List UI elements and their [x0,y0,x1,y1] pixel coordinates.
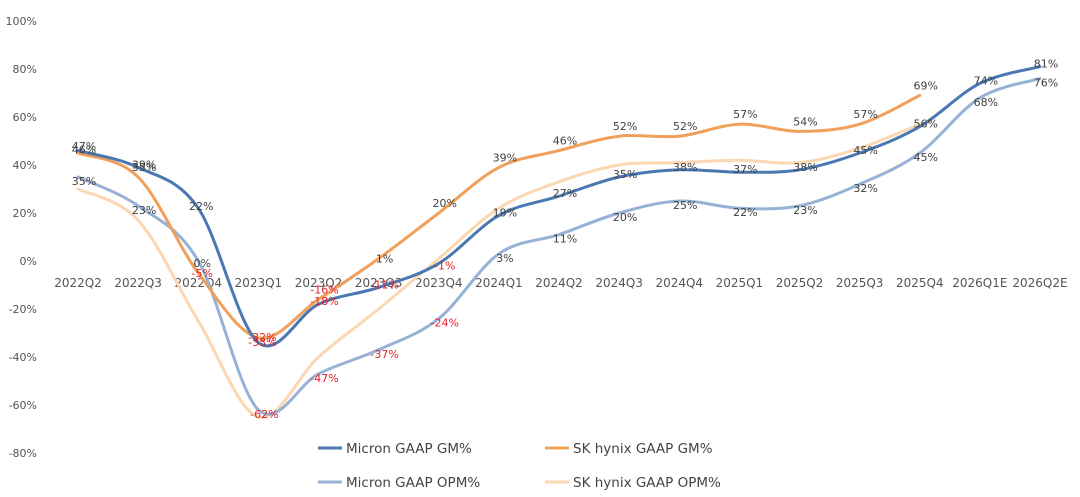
data-label: -16% [310,283,338,296]
data-label: 46% [553,135,577,148]
data-label: 35% [72,175,96,188]
legend: Micron GAAP GM% SK hynix GAAP GM% Micron G… [318,441,721,491]
data-label: 68% [974,96,998,109]
data-label: 45% [914,151,938,164]
legend-label: SK hynix GAAP OPM% [573,475,721,491]
data-label: 39% [493,151,517,164]
data-label: 35% [613,168,637,181]
data-labels: 46% 39% 22% -33% -18% -11% -1% 19% 27% 35% 38% 37% 3… [72,58,1058,421]
data-label: 23% [132,204,156,217]
data-label: -62% [250,408,278,421]
x-tick-label: 2024Q4 [655,276,703,290]
data-label: 38% [673,161,697,174]
y-tick-label: -40% [9,351,37,364]
x-tick-label: 2026Q1E [952,276,1007,290]
x-tick-label: 2024Q1 [475,276,523,290]
y-tick-label: -80% [9,447,37,460]
data-label: 20% [613,211,637,224]
y-tick-label: -60% [9,399,37,412]
x-tick-label: 2024Q2 [535,276,583,290]
legend-label: Micron GAAP GM% [346,441,472,457]
legend-label: Micron GAAP OPM% [346,475,480,491]
series-line-2 [76,77,1042,416]
data-label: 54% [793,115,817,128]
x-tick-label: 2022Q2 [54,276,102,290]
data-label: 19% [493,206,517,219]
data-label: -18% [310,295,338,308]
data-label: 35% [132,161,156,174]
y-tick-label: 40% [13,159,37,172]
y-tick-label: 80% [13,63,37,76]
legend-label: SK hynix GAAP GM% [573,441,713,457]
y-tick-label: 60% [13,111,37,124]
series-lines [76,65,1042,419]
data-label: -24% [431,317,459,330]
data-label: 25% [673,199,697,212]
data-label: 56% [914,118,938,131]
series-line-1 [76,93,922,340]
data-label: 47% [72,140,96,153]
data-label: -33% [248,336,276,349]
data-label: 81% [1034,58,1058,71]
y-tick-label: 0% [20,255,37,268]
x-tick-label: 2023Q4 [415,276,463,290]
data-label: 23% [793,204,817,217]
data-label: 32% [853,182,877,195]
x-tick-label: 2022Q3 [114,276,162,290]
data-label: 38% [793,161,817,174]
x-tick-label: 2026Q2E [1012,276,1067,290]
data-label: 39% [132,158,156,171]
data-label: -47% [310,372,338,385]
x-axis: 2022Q2 2022Q3 2022Q4 2023Q1 2023Q2 2023Q3 2023… [54,276,1067,290]
x-tick-label: 2025Q3 [836,276,884,290]
y-tick-label: 100% [6,15,37,28]
data-label: 46% [72,144,96,157]
data-label: 52% [673,120,697,133]
data-label: -11% [370,278,398,291]
data-label: -37% [370,348,398,361]
x-tick-label: 2023Q2 [295,276,343,290]
data-label: 74% [974,74,998,87]
data-label: 3% [496,252,513,265]
data-label: 57% [853,108,877,121]
series-line-0 [76,65,1042,348]
y-tick-label: 20% [13,207,37,220]
data-label: 27% [553,187,577,200]
y-axis: -80% -60% -40% -20% 0% 20% 40% 60% 80% 100% [6,15,37,460]
data-label: 57% [733,108,757,121]
data-label: 0% [194,257,211,270]
y-tick-label: -20% [9,303,37,316]
data-label: 76% [1034,77,1058,90]
data-label: -5% [192,267,213,280]
data-label: 52% [613,120,637,133]
data-label: -32% [248,331,276,344]
x-tick-label: 2025Q1 [716,276,764,290]
data-label: 22% [189,200,213,213]
data-label: 22% [733,206,757,219]
x-tick-label: 2025Q4 [896,276,944,290]
x-tick-label: 2025Q2 [776,276,824,290]
series-line-3 [76,122,922,419]
data-label: 45% [853,144,877,157]
data-label: -1% [434,259,455,272]
x-tick-label: 2023Q3 [355,276,403,290]
x-tick-label: 2024Q3 [595,276,643,290]
data-label: 20% [433,197,457,210]
x-tick-label: 2023Q1 [235,276,283,290]
data-label: 37% [733,163,757,176]
data-label: 1% [376,253,393,266]
data-label: 69% [914,79,938,92]
data-label: 11% [553,233,577,246]
